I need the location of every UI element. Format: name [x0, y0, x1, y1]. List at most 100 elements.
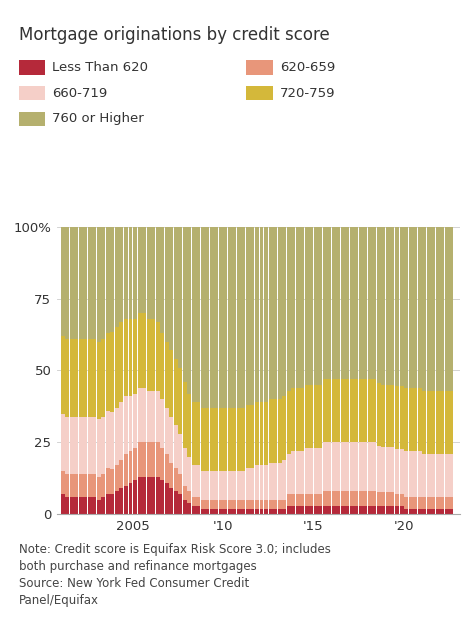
Bar — [97, 226, 101, 341]
Bar — [336, 491, 340, 506]
Bar — [223, 408, 228, 471]
Bar — [169, 350, 173, 417]
Bar — [287, 226, 291, 391]
Bar — [146, 477, 151, 514]
Bar — [368, 379, 372, 442]
Bar — [169, 462, 173, 489]
Bar — [282, 396, 286, 460]
Bar — [110, 494, 114, 514]
Bar — [436, 509, 439, 514]
Bar — [79, 417, 83, 474]
Bar — [70, 339, 74, 417]
Bar — [210, 471, 214, 500]
Bar — [88, 497, 92, 514]
Bar — [336, 379, 340, 442]
Bar — [323, 506, 327, 514]
Bar — [409, 388, 412, 451]
Bar — [400, 494, 403, 506]
Bar — [364, 506, 367, 514]
Bar — [101, 497, 105, 514]
Bar — [422, 509, 426, 514]
Bar — [232, 226, 237, 408]
Bar — [178, 226, 182, 368]
Bar — [364, 442, 367, 491]
Bar — [364, 226, 367, 379]
Bar — [142, 477, 146, 514]
Bar — [210, 509, 214, 514]
Bar — [296, 451, 300, 494]
Bar — [287, 506, 291, 514]
Bar — [92, 339, 96, 417]
Bar — [137, 477, 142, 514]
Bar — [115, 327, 119, 408]
Bar — [192, 506, 196, 514]
Bar — [418, 497, 421, 509]
Bar — [79, 226, 83, 339]
Bar — [246, 405, 250, 468]
Bar — [83, 339, 87, 417]
Bar — [422, 454, 426, 497]
Bar — [160, 333, 164, 399]
Text: 760 or Higher: 760 or Higher — [52, 113, 144, 125]
Bar — [250, 468, 255, 500]
Bar — [314, 494, 318, 506]
Bar — [368, 226, 372, 379]
Bar — [223, 226, 228, 408]
Bar — [88, 474, 92, 497]
Bar — [287, 391, 291, 454]
Bar — [355, 506, 358, 514]
Bar — [250, 405, 255, 468]
Bar — [74, 226, 78, 339]
Bar — [106, 226, 110, 333]
Bar — [278, 462, 282, 500]
Bar — [269, 226, 273, 399]
Bar — [101, 226, 105, 339]
Bar — [182, 226, 187, 382]
Bar — [269, 509, 273, 514]
Bar — [296, 494, 300, 506]
Bar — [373, 379, 376, 442]
Bar — [336, 506, 340, 514]
Bar — [110, 412, 114, 469]
Bar — [187, 491, 191, 503]
Bar — [318, 226, 322, 385]
Bar — [382, 226, 385, 385]
Bar — [169, 417, 173, 462]
Bar — [223, 471, 228, 500]
Bar — [427, 497, 430, 509]
Bar — [346, 226, 349, 379]
Bar — [232, 509, 237, 514]
Bar — [74, 417, 78, 474]
Bar — [445, 509, 449, 514]
Bar — [115, 408, 119, 466]
Bar — [318, 506, 322, 514]
Bar — [79, 339, 83, 417]
Bar — [440, 226, 444, 391]
Bar — [160, 480, 164, 514]
Bar — [377, 226, 381, 383]
Bar — [250, 226, 255, 405]
Bar — [409, 226, 412, 388]
Bar — [364, 491, 367, 506]
Bar — [137, 226, 142, 313]
Bar — [327, 226, 331, 379]
Bar — [160, 448, 164, 480]
Bar — [205, 408, 210, 471]
Bar — [449, 391, 453, 454]
Bar — [291, 226, 295, 388]
Bar — [318, 448, 322, 494]
Bar — [341, 491, 345, 506]
Bar — [178, 474, 182, 494]
Bar — [346, 379, 349, 442]
Bar — [110, 332, 114, 412]
Bar — [255, 466, 259, 500]
Bar — [300, 388, 304, 451]
Bar — [273, 509, 277, 514]
Bar — [382, 492, 385, 506]
Bar — [291, 506, 295, 514]
Bar — [70, 497, 74, 514]
Bar — [97, 500, 101, 514]
Bar — [273, 399, 277, 462]
Bar — [400, 449, 403, 494]
Bar — [119, 460, 123, 489]
